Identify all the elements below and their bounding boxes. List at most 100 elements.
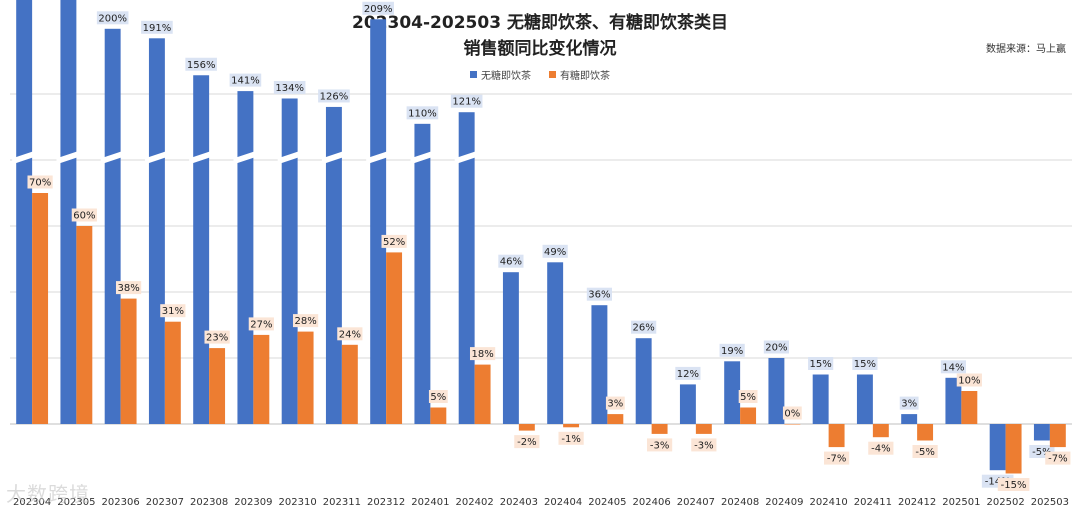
data-label-series1-202403-bg bbox=[498, 254, 524, 268]
data-label-series2-202412-bg bbox=[912, 445, 938, 458]
x-tick-label: 202311 bbox=[323, 497, 361, 508]
data-label-series1-202412: 3% bbox=[901, 399, 917, 410]
bar-series1-202401 bbox=[414, 123, 431, 424]
x-tick-label: 202305 bbox=[57, 497, 95, 508]
data-label-series1-202410-bg bbox=[808, 357, 834, 370]
x-tick-label: 202408 bbox=[721, 497, 759, 508]
data-label-series1-202308: 156% bbox=[187, 60, 216, 71]
bar-series2-202308 bbox=[209, 348, 226, 424]
bar-series2-202501 bbox=[961, 391, 978, 424]
x-tick-label: 202307 bbox=[146, 497, 184, 508]
data-label-series2-202308: 23% bbox=[206, 333, 228, 344]
x-tick-label: 202405 bbox=[588, 497, 626, 508]
x-tick-label: 202306 bbox=[102, 497, 140, 508]
bar-series1-202409 bbox=[768, 358, 785, 424]
bar-series2-202410 bbox=[828, 424, 845, 448]
data-label-series1-202309: 141% bbox=[231, 76, 260, 87]
bar-series1-202411 bbox=[856, 374, 873, 424]
data-label-series1-202501-bg bbox=[940, 360, 967, 374]
bar-series2-202403 bbox=[518, 424, 535, 431]
data-label-series2-202307-bg bbox=[160, 304, 186, 318]
data-label-series2-202411: -4% bbox=[871, 444, 890, 455]
watermark: 大数跨境 bbox=[6, 482, 90, 506]
x-tick-label: 202502 bbox=[987, 497, 1025, 508]
data-label-series2-202311: 24% bbox=[339, 329, 361, 340]
bar-series2-202404 bbox=[563, 424, 580, 428]
axis-break-mark bbox=[410, 150, 435, 165]
data-label-series2-202305: 60% bbox=[73, 211, 95, 222]
bar-series2-202402 bbox=[474, 364, 491, 424]
data-label-series2-202306: 38% bbox=[117, 283, 139, 294]
data-label-series1-202307-bg bbox=[141, 20, 173, 34]
data-label-series2-202406-bg bbox=[646, 438, 673, 452]
bar-series1-202309 bbox=[237, 91, 254, 424]
x-tick-label: 202406 bbox=[633, 497, 671, 508]
data-label-series2-202401-bg bbox=[428, 390, 448, 403]
x-tick-label: 202404 bbox=[544, 497, 582, 508]
data-label-series1-202406-bg bbox=[631, 320, 657, 334]
data-label-series1-202311: 126% bbox=[320, 91, 349, 102]
data-label-series2-202412: -5% bbox=[915, 447, 934, 458]
bar-series2-202310 bbox=[297, 331, 314, 424]
bar-series1-202405 bbox=[591, 305, 608, 424]
bar-series2-202304 bbox=[32, 193, 49, 424]
data-label-series1-202405: 36% bbox=[588, 290, 610, 301]
data-label-series1-202309-bg bbox=[229, 73, 262, 87]
x-tick-label: 202402 bbox=[456, 497, 494, 508]
data-label-series2-202312-bg bbox=[381, 234, 407, 248]
x-tick-label: 202310 bbox=[279, 497, 317, 508]
data-label-series2-202402: 18% bbox=[471, 349, 493, 360]
data-label-series2-202503-bg bbox=[1045, 451, 1071, 465]
legend-item-series2: 有糖即饮茶 bbox=[549, 67, 610, 82]
x-tick-label: 202308 bbox=[190, 497, 228, 508]
bar-series2-202311 bbox=[341, 344, 358, 424]
bar-series2-202305 bbox=[76, 226, 93, 424]
data-label-series2-202404-bg bbox=[558, 431, 584, 445]
x-tick-label: 202412 bbox=[898, 497, 936, 508]
data-label-series1-202401: 110% bbox=[408, 108, 437, 119]
x-tick-label: 202401 bbox=[411, 497, 449, 508]
data-label-series2-202308-bg bbox=[204, 330, 230, 344]
legend-label-series1: 无糖即饮茶 bbox=[481, 71, 531, 82]
data-label-series2-202501: 10% bbox=[958, 376, 980, 387]
bar-series2-202407 bbox=[695, 424, 712, 434]
data-label-series1-202406: 26% bbox=[633, 323, 655, 334]
data-label-series1-202308-bg bbox=[185, 57, 217, 71]
data-label-series1-202407-bg bbox=[675, 366, 701, 380]
legend-swatch-series2 bbox=[549, 71, 556, 78]
bar-series1-202503 bbox=[1033, 424, 1050, 441]
bar-series2-202502 bbox=[1005, 424, 1022, 474]
data-label-series1-202411-bg bbox=[852, 357, 878, 370]
data-label-series2-202402-bg bbox=[469, 347, 496, 361]
data-label-series2-202307: 31% bbox=[162, 306, 184, 317]
bar-series1-202502 bbox=[989, 424, 1006, 471]
data-label-series1-202310-bg bbox=[273, 80, 306, 94]
axis-break-mark bbox=[56, 150, 81, 165]
legend-label-series2: 有糖即饮茶 bbox=[560, 71, 610, 82]
x-tick-label: 202407 bbox=[677, 497, 715, 508]
data-label-series2-202401: 5% bbox=[430, 392, 446, 403]
data-label-series1-202407: 12% bbox=[677, 369, 699, 380]
axis-break-mark bbox=[144, 150, 169, 165]
data-label-series2-202408-bg bbox=[738, 390, 758, 403]
chart-title-line1: 202304-202503 无糖即饮茶、有糖即饮茶类目 bbox=[352, 13, 728, 33]
data-label-series2-202406: -3% bbox=[650, 440, 669, 451]
bar-series1-202408 bbox=[724, 361, 741, 424]
data-label-series1-202405-bg bbox=[586, 287, 613, 301]
x-tick-label: 202304 bbox=[13, 497, 51, 508]
axis-break-mark bbox=[189, 150, 214, 165]
data-label-series2-202407: -3% bbox=[694, 440, 713, 451]
data-label-series1-202401-bg bbox=[406, 106, 439, 120]
axis-break-mark bbox=[233, 150, 258, 165]
x-tick-label: 202409 bbox=[765, 497, 803, 508]
data-label-series1-202409-bg bbox=[763, 340, 790, 354]
x-tick-label: 202501 bbox=[942, 497, 980, 508]
axis-break-mark bbox=[12, 150, 37, 165]
data-label-series2-202309: 27% bbox=[250, 319, 272, 330]
data-label-series2-202405-bg bbox=[605, 396, 625, 410]
bar-series1-202501 bbox=[945, 377, 962, 424]
bar-series1-202312 bbox=[370, 19, 387, 425]
data-label-series2-202403-bg bbox=[514, 435, 540, 449]
data-label-series2-202410-bg bbox=[823, 451, 850, 465]
data-label-series1-202404: 49% bbox=[544, 247, 566, 258]
